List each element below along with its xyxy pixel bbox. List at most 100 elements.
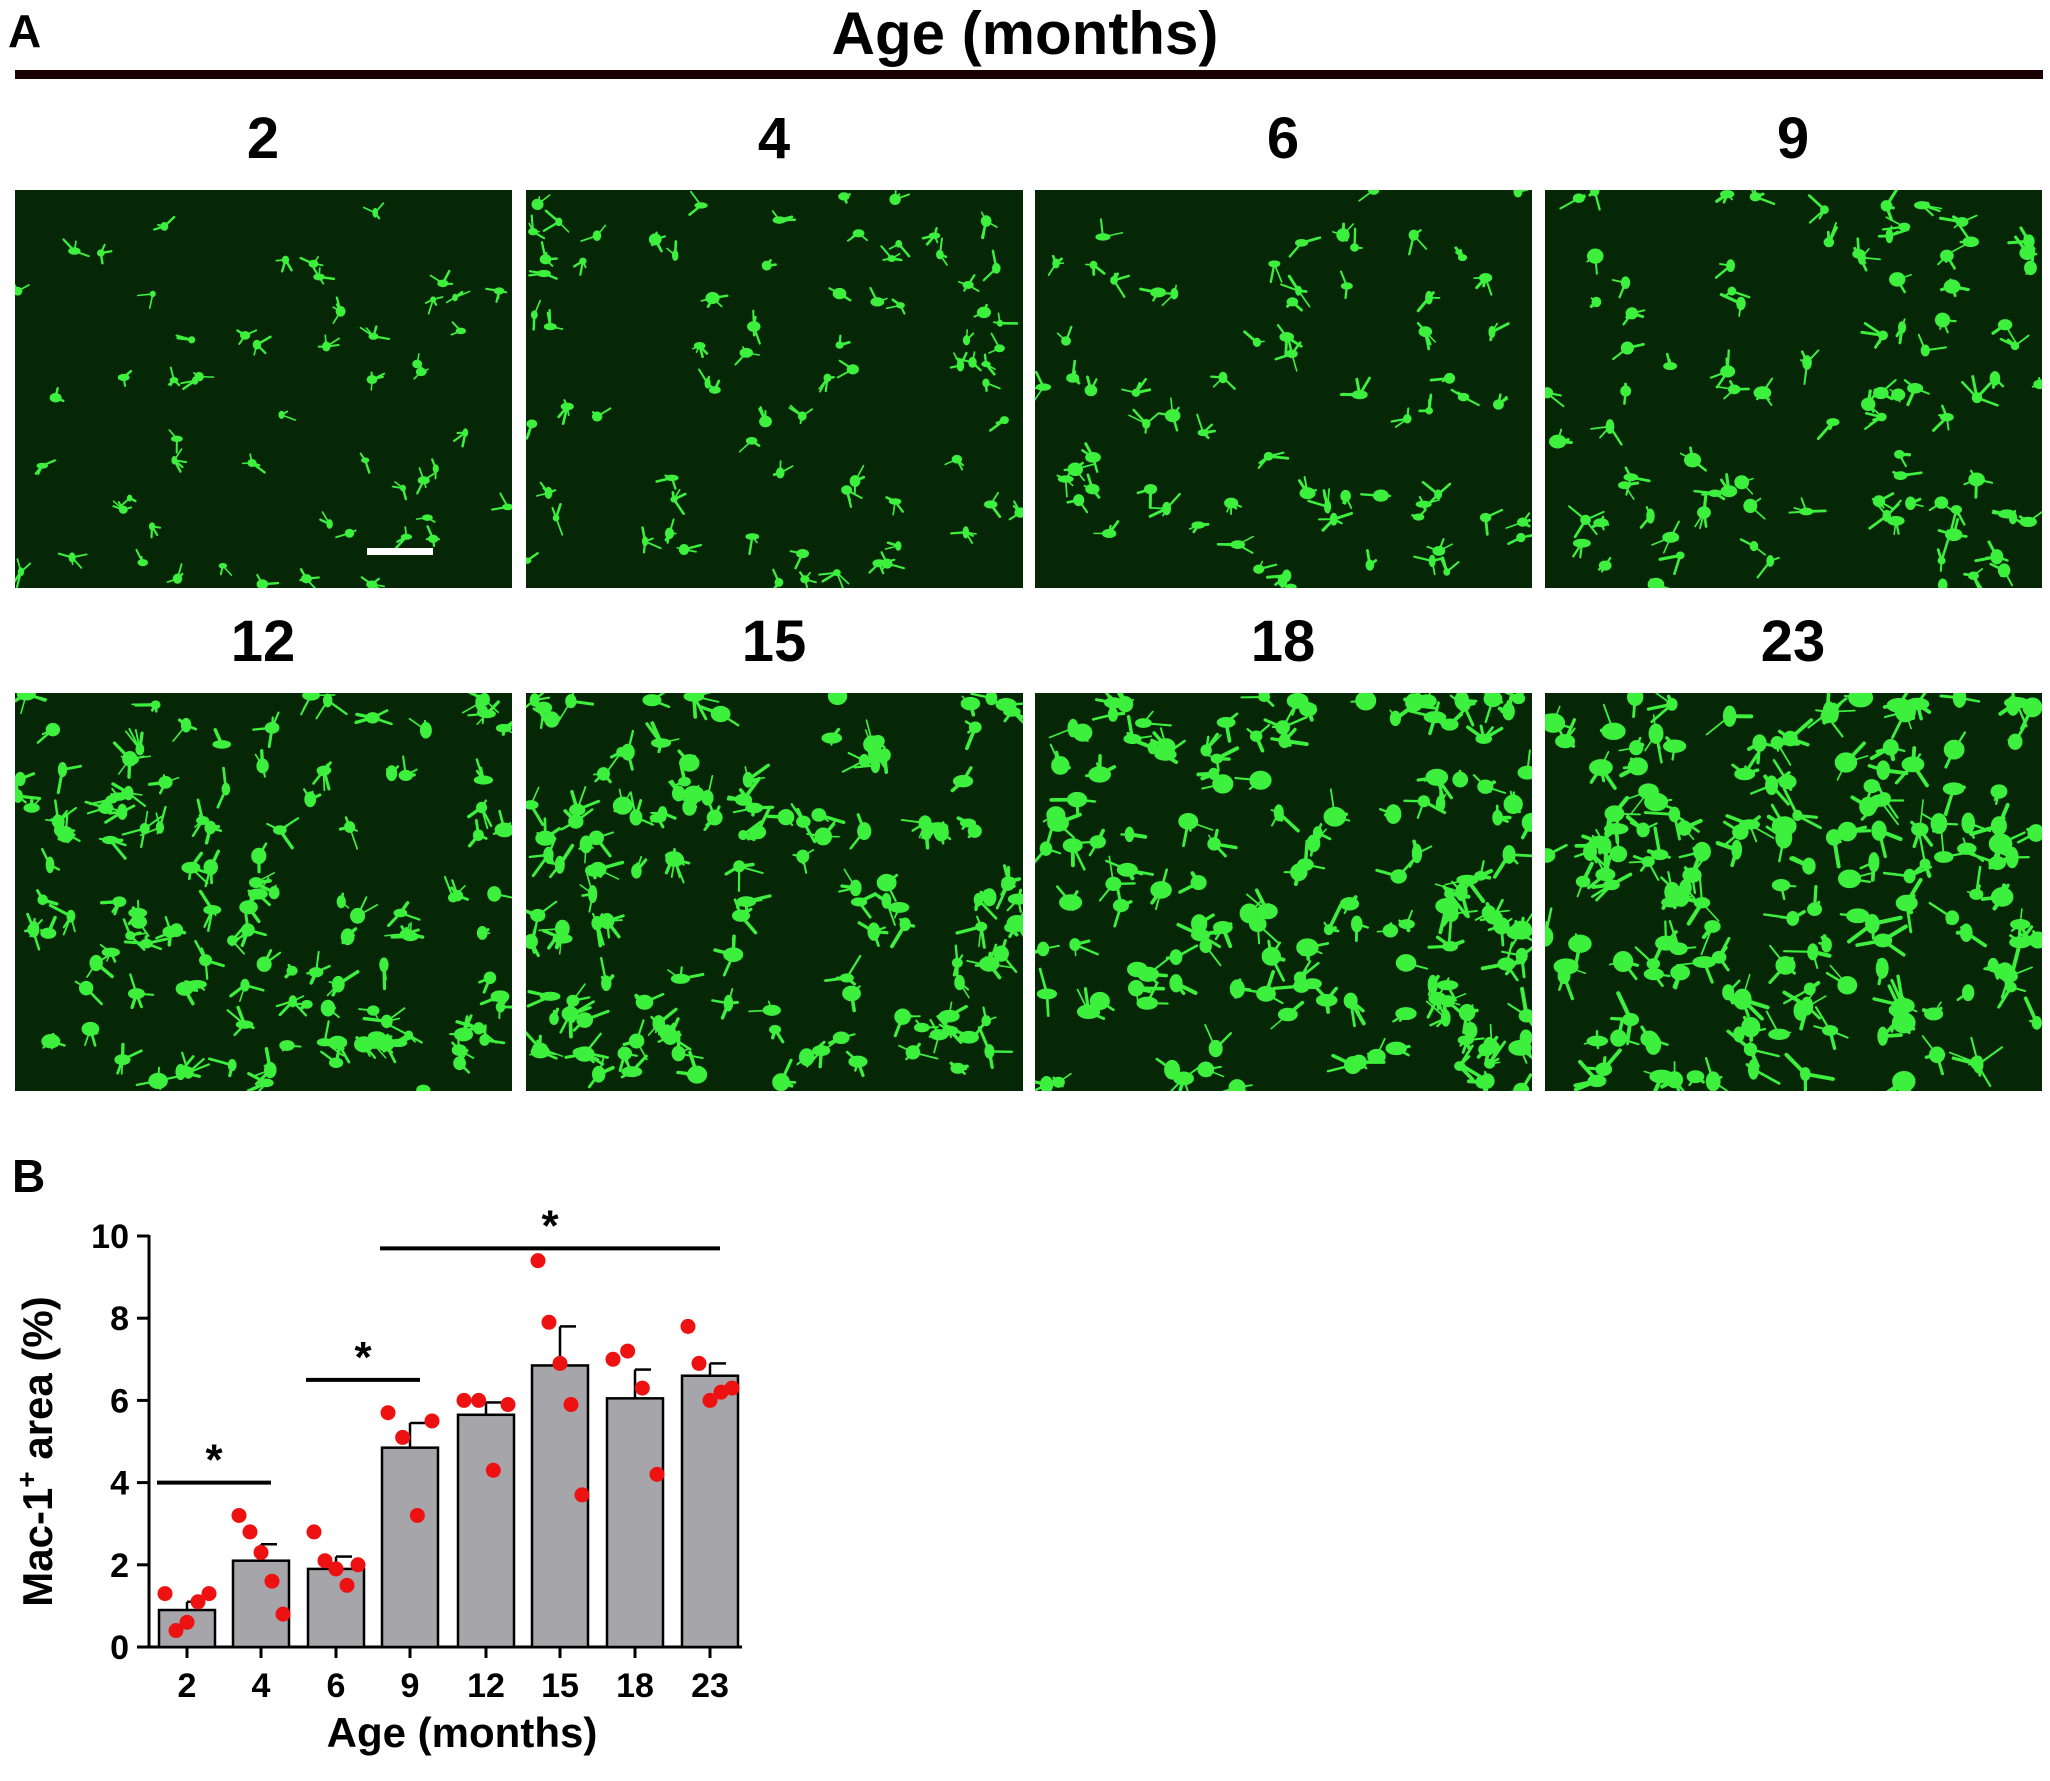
microglia-cell <box>1663 352 1678 371</box>
microglia-cell <box>827 1031 856 1048</box>
microglia-cell <box>1458 1003 1479 1035</box>
microglia-cell <box>1644 714 1664 764</box>
microglia-cell <box>698 705 740 727</box>
microglia-cell <box>880 245 903 262</box>
microglia-cell <box>1765 1010 1792 1040</box>
microglia-cell <box>587 1057 615 1089</box>
data-point <box>253 1544 269 1560</box>
microglia-cell <box>591 407 612 422</box>
microglia-cell <box>15 778 42 804</box>
microglia-cell <box>1350 915 1369 943</box>
microglia-cell <box>320 999 340 1019</box>
microglia-cell <box>1270 1000 1305 1030</box>
microglia-cell <box>1161 284 1179 307</box>
microglia-cell <box>1731 992 1770 1010</box>
microglia-cell <box>551 503 564 536</box>
microglia-cell <box>1376 922 1399 938</box>
microglia-cell <box>824 954 862 986</box>
microglia-cell <box>621 729 635 771</box>
microglia-cell <box>1274 333 1302 372</box>
microglia-cell <box>1280 274 1311 308</box>
microglia-cell <box>921 227 941 246</box>
microglia-cell <box>1487 917 1513 947</box>
microglia-cell <box>539 241 558 267</box>
microglia-cell <box>1474 860 1493 881</box>
microglia-cell <box>249 872 275 892</box>
micrograph-image <box>526 190 1023 588</box>
microglia-cell <box>191 798 210 837</box>
microglia-cell <box>193 371 215 384</box>
microglia-cell <box>123 935 169 951</box>
microglia-cell <box>1625 815 1658 838</box>
microglia-cell <box>1834 741 1869 781</box>
microglia-cell <box>1416 768 1453 800</box>
microglia-cell <box>1750 771 1791 806</box>
microglia-cell <box>1709 349 1736 389</box>
microglia-cell <box>591 912 605 948</box>
microglia-cell <box>1270 804 1300 833</box>
microglia-cell <box>649 808 667 829</box>
microglia-cell <box>56 762 83 795</box>
microglia-cell <box>1229 978 1261 999</box>
microglia-cell <box>1136 981 1169 1010</box>
microglia-cell <box>117 369 133 387</box>
microglia-cell <box>1675 956 1717 984</box>
microglia-cell <box>593 767 612 784</box>
microglia-cell <box>168 429 183 454</box>
microglia-cell <box>1597 556 1612 573</box>
microglia-cell <box>982 249 1001 282</box>
microglia-cell <box>869 286 888 307</box>
x-tick-label: 9 <box>401 1667 420 1705</box>
microglia-cell <box>479 1024 506 1046</box>
microglia-cell <box>1704 1057 1729 1091</box>
microglia-cell <box>1429 372 1456 384</box>
microglia-cell <box>15 283 30 296</box>
microglia-cell <box>790 803 817 844</box>
microglia-cell <box>617 1046 638 1073</box>
microglia-cell <box>1392 1007 1417 1023</box>
microglia-cell <box>1955 923 1987 948</box>
microglia-cell <box>1722 979 1741 1005</box>
microglia-cell <box>1210 371 1236 390</box>
microglia-cell <box>1427 974 1440 996</box>
microglia-cell <box>979 888 997 907</box>
microglia-cell <box>1573 1059 1607 1091</box>
microglia-cell <box>1056 885 1083 911</box>
microglia-cell <box>1807 884 1823 916</box>
microglia-cell <box>1988 824 2026 867</box>
microglia-cell <box>818 569 850 588</box>
microglia-cell <box>445 290 471 304</box>
microglia-cell <box>849 464 866 494</box>
microglia-cell <box>1216 712 1239 743</box>
x-tick-label: 23 <box>691 1667 729 1705</box>
microglia-cell <box>1350 227 1363 252</box>
microglia-cell <box>1639 506 1655 529</box>
microglia-cell <box>982 378 1001 392</box>
microglia-cell <box>1427 935 1465 952</box>
microglia-cell <box>451 1041 475 1061</box>
microglia-cell <box>256 573 280 588</box>
microglia-cell <box>747 309 761 345</box>
microglia-cell <box>1974 540 2009 565</box>
microglia-cell <box>1083 473 1101 499</box>
microglia-cell <box>335 528 357 539</box>
microglia-cell <box>543 308 564 331</box>
microglia-cell <box>1943 731 1967 769</box>
microglia-cell <box>664 851 685 879</box>
microglia-cell <box>1686 1070 1705 1087</box>
microglia-cell <box>1589 296 1602 309</box>
microglia-cell <box>1949 505 1966 532</box>
microglia-cell <box>838 868 862 897</box>
data-point <box>424 1413 440 1429</box>
microglia-cell <box>1871 820 1903 859</box>
microglia-cell <box>1968 841 2011 870</box>
microglia-cell <box>103 803 136 824</box>
microglia-cell <box>1604 795 1641 836</box>
microglia-cell <box>1240 693 1275 707</box>
microglia-cell <box>1157 397 1181 432</box>
microglia-cell <box>569 785 601 816</box>
microglia-cell <box>114 1042 143 1075</box>
microglia-cell <box>332 296 346 325</box>
microglia-cell <box>1991 509 2016 519</box>
microglia-cell <box>1753 377 1774 406</box>
